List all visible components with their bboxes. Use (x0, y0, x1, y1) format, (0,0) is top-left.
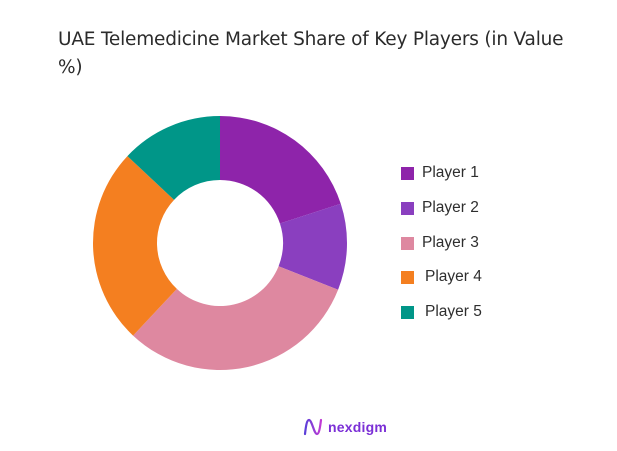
legend-label: Player 4 (425, 268, 482, 285)
legend-swatch-icon (401, 270, 414, 284)
legend-item-player-4: Player 4 (401, 268, 482, 285)
legend-item-player-1: Player 1 (401, 164, 479, 181)
legend-label: Player 1 (422, 164, 479, 181)
legend-item-player-3: Player 3 (401, 234, 479, 251)
slice-player-5 (127, 116, 220, 200)
legend-swatch-icon (401, 236, 414, 250)
nexdigm-logo: nexdigm (303, 417, 387, 437)
donut-slices (92, 116, 347, 370)
legend-item-player-2: Player 2 (401, 199, 479, 216)
slice-player-4 (92, 156, 177, 336)
legend-swatch-icon (401, 305, 414, 319)
legend-label: Player 3 (422, 234, 479, 251)
legend-swatch-icon (401, 201, 414, 215)
slice-player-1 (220, 116, 341, 224)
legend-swatch-icon (401, 166, 414, 180)
nexdigm-wave-icon (303, 418, 323, 436)
legend-item-player-5: Player 5 (401, 303, 482, 320)
chart-title: UAE Telemedicine Market Share of Key Pla… (58, 29, 564, 78)
logo-text: nexdigm (328, 419, 387, 435)
legend-label: Player 2 (422, 199, 479, 216)
legend-label: Player 5 (425, 303, 482, 320)
slice-player-2 (278, 203, 347, 290)
slice-player-3 (133, 266, 339, 370)
